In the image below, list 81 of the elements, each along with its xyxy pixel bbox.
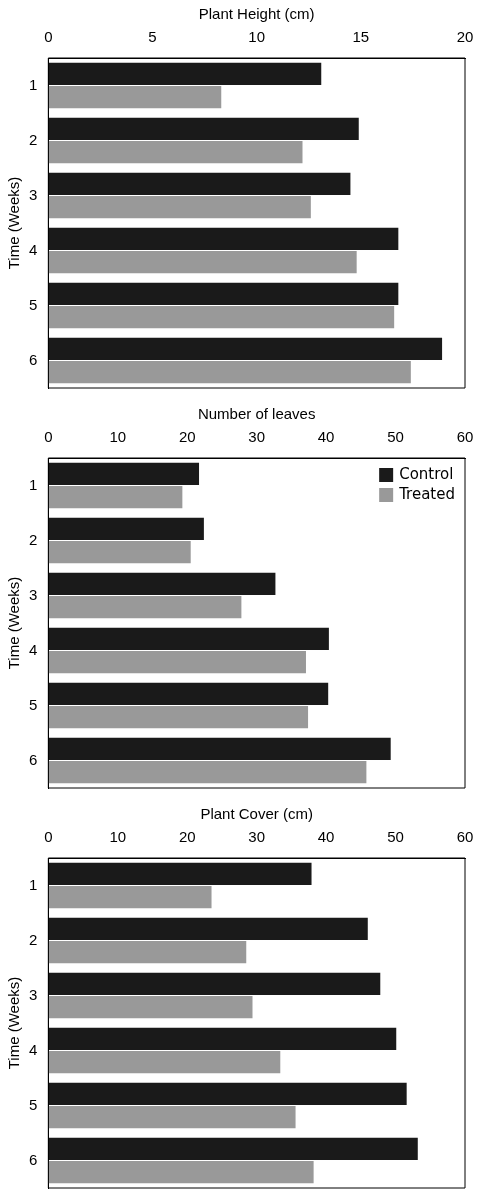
bar [48,761,367,784]
x-axis-title: Number of leaves [197,405,316,423]
bar [48,1027,397,1050]
y-tick-label: 2 [29,530,38,548]
bar [48,517,204,540]
bar [48,627,329,650]
bar [48,541,191,564]
y-tick-label: 1 [29,475,38,493]
bar [48,862,312,885]
x-tick-label: 20 [178,828,196,846]
y-tick-label: 1 [29,875,38,893]
bar [48,196,311,219]
bar [48,1161,314,1184]
y-tick-label: 2 [29,930,38,948]
bar [48,141,303,164]
x-tick-label: 50 [387,428,404,446]
y-tick-label: 2 [29,130,38,148]
y-tick-label: 4 [29,640,38,658]
bar [48,462,200,485]
bar [48,1106,296,1129]
bar [48,972,381,995]
legend-label: Control [399,464,454,483]
bar [48,361,411,384]
bar [48,706,309,729]
bar [48,1051,281,1074]
bar [48,917,368,940]
legend-label: Treated [398,484,456,503]
bar [48,86,222,109]
bar [48,996,253,1019]
x-tick-label: 10 [109,828,127,846]
bar [48,886,212,909]
y-tick-label: 5 [29,695,38,713]
y-axis-title: Time (Weeks) [5,176,23,270]
x-tick-label: 15 [352,28,370,46]
x-tick-label: 30 [248,428,266,446]
x-tick-label: 60 [456,428,474,446]
bar [48,117,359,140]
y-tick-label: 6 [29,1150,38,1168]
y-tick-label: 5 [29,1095,38,1113]
bar [48,251,357,274]
bar [48,337,443,360]
y-tick-label: 6 [29,350,38,368]
y-tick-label: 3 [29,585,38,603]
bar [48,282,399,305]
x-axis-title: Plant Height (cm) [198,5,315,23]
x-tick-label: 30 [248,828,266,846]
y-tick-label: 5 [29,295,38,313]
bar [48,682,329,705]
bar [48,306,395,329]
y-axis-title: Time (Weeks) [5,576,23,670]
bar [48,62,322,85]
x-tick-label: 0 [44,428,53,446]
x-tick-label: 20 [456,28,474,46]
y-tick-label: 3 [29,185,38,203]
x-tick-label: 20 [178,428,196,446]
bar [48,227,399,250]
x-tick-label: 0 [44,828,53,846]
bar [48,651,306,674]
x-axis-title: Plant Cover (cm) [200,805,313,823]
y-axis-title: Time (Weeks) [5,976,23,1070]
y-tick-label: 4 [29,240,38,258]
bar [48,1082,407,1105]
bar [48,941,247,964]
x-tick-label: 10 [109,428,127,446]
y-tick-label: 1 [29,75,38,93]
x-tick-label: 10 [248,28,266,46]
x-tick-label: 40 [317,828,335,846]
x-tick-label: 40 [317,428,335,446]
bar [48,572,276,595]
bar [48,1137,418,1160]
y-tick-label: 4 [29,1040,38,1058]
bar [48,596,242,619]
x-tick-label: 60 [456,828,474,846]
x-tick-label: 50 [387,828,404,846]
bar [48,737,391,760]
y-tick-label: 3 [29,985,38,1003]
bar [48,486,183,509]
bar [48,172,351,195]
x-tick-label: 0 [44,28,53,46]
x-tick-label: 5 [148,28,157,46]
y-tick-label: 6 [29,750,38,768]
